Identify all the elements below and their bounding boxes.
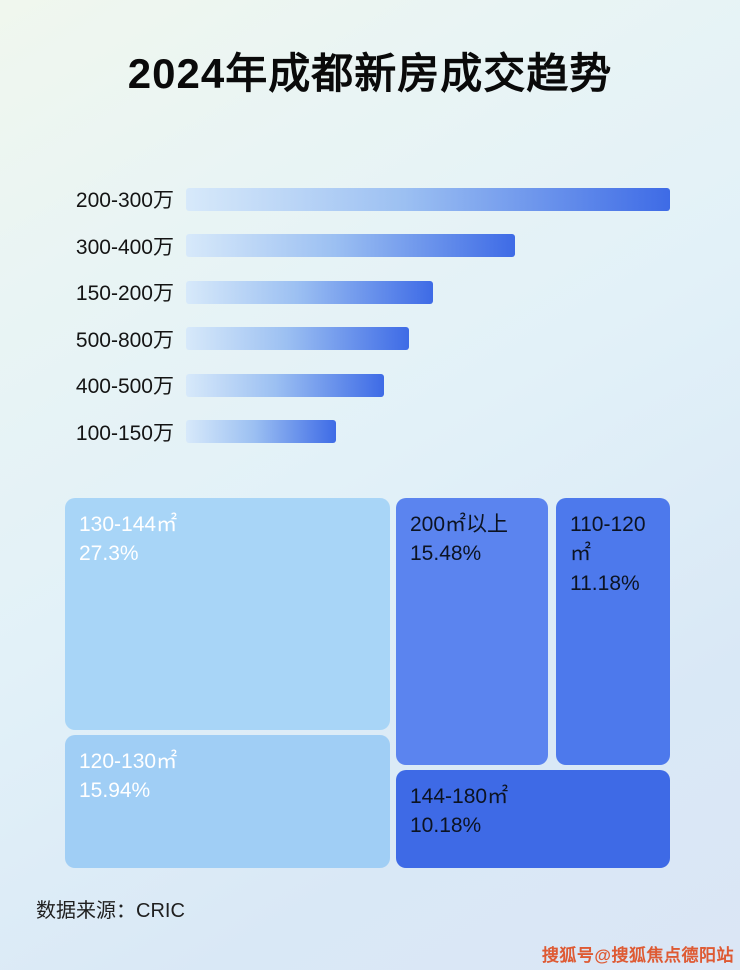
bar-row: 150-200万 bbox=[38, 269, 670, 316]
bar-row: 200-300万 bbox=[38, 176, 670, 223]
bar-label: 100-150万 bbox=[75, 421, 174, 445]
treemap-box-value: 10.18% bbox=[410, 814, 482, 838]
treemap-box: 200㎡以上 15.48% bbox=[396, 498, 548, 765]
treemap-box: 144-180㎡ 10.18% bbox=[396, 770, 670, 868]
bar-label: 300-400万 bbox=[75, 235, 174, 259]
bar-label: 400-500万 bbox=[75, 375, 174, 399]
bar-fill bbox=[186, 187, 670, 211]
bar-label: 200-300万 bbox=[75, 189, 174, 213]
treemap-box-label: 200㎡以上 bbox=[410, 513, 509, 536]
bar-fill bbox=[186, 280, 433, 304]
bar-row: 100-150万 bbox=[38, 409, 670, 456]
page-title: 2024年成都新房成交趋势 bbox=[127, 50, 613, 97]
treemap-box: 110-120㎡ 11.18% bbox=[556, 498, 670, 765]
treemap-box-value: 15.48% bbox=[410, 542, 482, 566]
bar-track bbox=[186, 234, 670, 258]
bar-label: 500-800万 bbox=[75, 328, 174, 352]
treemap-box-label: 130-144㎡ bbox=[79, 513, 178, 536]
bar-fill bbox=[186, 234, 516, 258]
bar-track bbox=[186, 373, 670, 397]
bar-track bbox=[186, 187, 670, 211]
bar-label: 150-200万 bbox=[75, 282, 174, 306]
bar-row: 300-400万 bbox=[38, 223, 670, 270]
data-source-label: 数据来源：CRIC bbox=[36, 900, 185, 922]
bar-track bbox=[186, 327, 670, 351]
bar-track bbox=[186, 280, 670, 304]
treemap-box-value: 11.18% bbox=[570, 571, 640, 595]
treemap-box: 120-130㎡ 15.94% bbox=[65, 735, 390, 868]
bar-track bbox=[186, 420, 670, 444]
treemap-box-label: 144-180㎡ bbox=[410, 785, 509, 808]
treemap-box-value: 15.94% bbox=[79, 779, 151, 803]
area-share-treemap: 130-144㎡ 27.3% 200㎡以上 15.48% 110-120㎡ 11… bbox=[65, 498, 670, 868]
bar-fill bbox=[186, 420, 337, 444]
treemap-box-label: 110-120㎡ bbox=[570, 513, 646, 566]
bar-fill bbox=[186, 373, 385, 397]
bar-row: 400-500万 bbox=[38, 362, 670, 409]
price-band-bar-chart: 200-300万 300-400万 150-200万 500-800万 400-… bbox=[38, 176, 670, 455]
bar-row: 500-800万 bbox=[38, 316, 670, 363]
treemap-box-value: 27.3% bbox=[79, 542, 139, 566]
watermark: 搜狐号@搜狐焦点德阳站 bbox=[541, 946, 734, 965]
treemap-box: 130-144㎡ 27.3% bbox=[65, 498, 390, 730]
bar-fill bbox=[186, 327, 409, 351]
treemap-box-label: 120-130㎡ bbox=[79, 750, 178, 773]
